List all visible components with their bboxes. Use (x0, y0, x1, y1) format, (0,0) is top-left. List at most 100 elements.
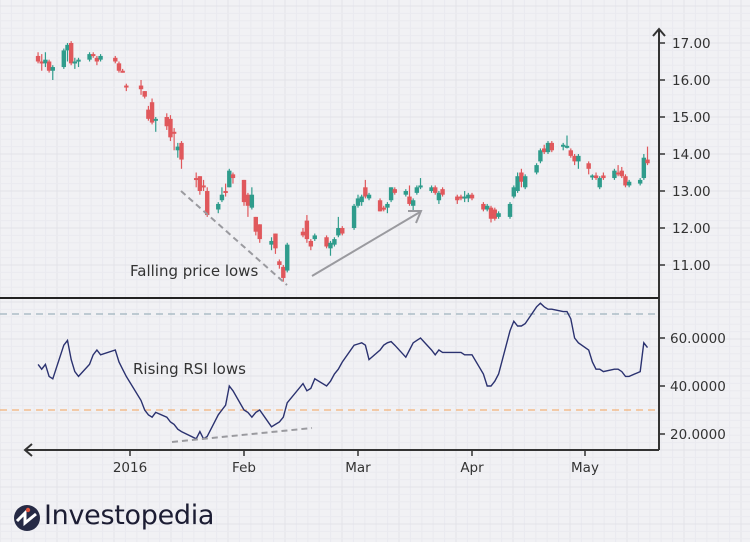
candle-body (253, 216, 258, 232)
candle (219, 187, 225, 203)
candle-body (492, 209, 497, 219)
candle (355, 194, 361, 208)
candle-body (392, 189, 397, 193)
candle (281, 265, 286, 282)
candle-body (219, 194, 225, 201)
candle (68, 41, 74, 66)
candle (149, 98, 155, 125)
falling-price-lows-label: Falling price lows (130, 262, 258, 280)
candle (534, 163, 539, 175)
candle (601, 172, 606, 180)
candle (381, 205, 386, 212)
candle-body (332, 239, 337, 245)
price-tick-label: 14.00 (672, 147, 711, 163)
candle-body (277, 261, 282, 265)
candle-body (205, 191, 210, 216)
candle (590, 174, 595, 180)
candle (366, 192, 372, 201)
candle (43, 52, 48, 68)
candle-body (300, 231, 306, 236)
candle (269, 237, 274, 251)
price-tick-label: 17.00 (672, 36, 711, 52)
candle-body (619, 170, 624, 177)
logo-circle (14, 505, 40, 531)
candle (496, 211, 501, 219)
candle (312, 233, 317, 241)
candle (572, 154, 577, 166)
candle (564, 135, 570, 149)
candle (336, 216, 341, 238)
candle (440, 187, 445, 197)
candle (429, 185, 434, 193)
candle (388, 187, 394, 203)
candle-body (94, 57, 100, 62)
candle (324, 235, 329, 249)
candle-body (39, 61, 44, 64)
candle (586, 161, 591, 175)
candle (637, 178, 643, 186)
candle (545, 141, 551, 154)
candle-body (403, 191, 409, 195)
candle (469, 192, 475, 201)
candle-body (171, 131, 177, 134)
candle-body (601, 175, 606, 179)
candle-body (46, 61, 52, 71)
candle (597, 176, 602, 190)
candle-body (68, 43, 74, 64)
candle (94, 55, 100, 66)
candle-body (511, 187, 516, 197)
candle (120, 68, 125, 73)
candle-body (462, 196, 467, 199)
candle-body (507, 203, 513, 217)
candle-body (485, 205, 490, 210)
candle (626, 179, 632, 188)
candle (308, 239, 314, 251)
candle (205, 187, 210, 217)
candle-body (623, 176, 628, 186)
candle (385, 202, 390, 214)
candle-body (245, 194, 251, 206)
candle-body (351, 205, 357, 228)
candle (304, 215, 310, 243)
rising-rsi-lows-label: Rising RSI lows (133, 360, 246, 378)
candle-body (72, 61, 78, 64)
candle (549, 141, 554, 153)
arrow-head-icon (408, 210, 423, 224)
candle-body (43, 59, 48, 64)
candle (138, 80, 144, 95)
candle-body (359, 196, 364, 203)
candle-body (138, 85, 144, 90)
candle (164, 113, 169, 130)
candle (455, 194, 460, 204)
candle-body (534, 165, 539, 173)
candle (433, 185, 438, 195)
candle (300, 228, 306, 238)
candle-body (429, 187, 434, 191)
candle-body (597, 178, 602, 188)
candle (458, 194, 464, 201)
candle (227, 168, 232, 188)
candle-body (440, 189, 445, 195)
candle (507, 202, 513, 219)
candle (328, 240, 333, 256)
candle (124, 83, 129, 92)
candle-body (113, 57, 118, 62)
candle-body (469, 194, 475, 199)
candle-body (576, 155, 581, 162)
candle-body (76, 59, 81, 62)
candle-body (230, 174, 236, 179)
candle (91, 52, 96, 58)
candle-body (414, 187, 420, 193)
candle (359, 194, 364, 206)
candle-body (626, 181, 632, 186)
candle-body (285, 244, 290, 271)
candle-body (572, 155, 577, 162)
candle-body (418, 185, 423, 188)
candle-body (515, 176, 520, 191)
candle-body (164, 117, 169, 127)
candle (645, 146, 650, 166)
candle-body (564, 145, 570, 148)
candle-body (308, 240, 314, 247)
